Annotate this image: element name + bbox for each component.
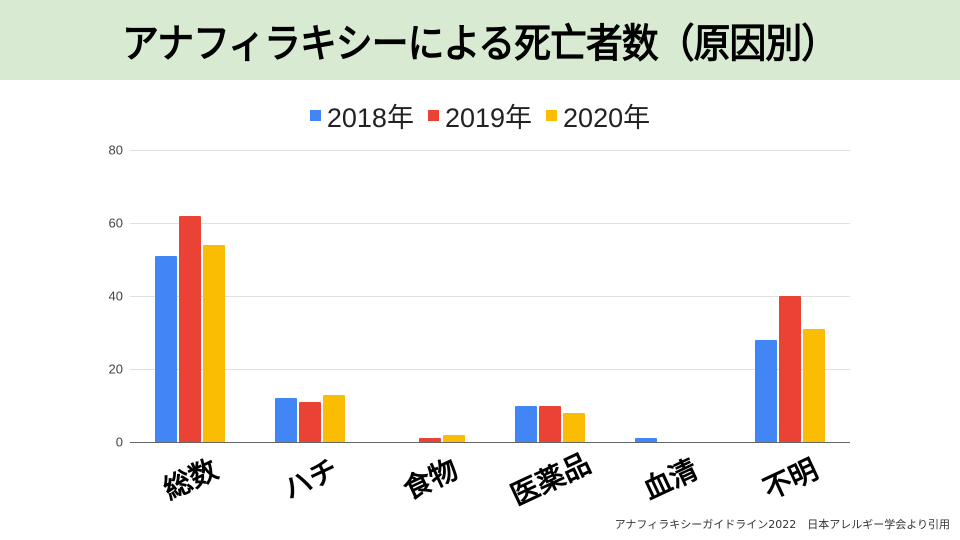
legend-swatch-icon (309, 110, 321, 121)
bar (155, 255, 177, 442)
bar (515, 405, 537, 442)
gridline (130, 223, 850, 224)
bar (275, 398, 297, 442)
bar (779, 296, 801, 442)
bar (299, 401, 321, 442)
gridline (130, 296, 850, 297)
bar (635, 438, 657, 442)
bar (563, 412, 585, 442)
x-tick-label: ハチ (278, 452, 343, 507)
legend-label: 2019年 (444, 103, 533, 133)
legend-item: 2019年 (427, 96, 533, 135)
bar (179, 215, 201, 442)
page-title: アナフィラキシーによる死亡者数（原因別） (122, 21, 838, 67)
gridline (130, 150, 850, 151)
plot-area (130, 150, 850, 443)
bar (443, 434, 465, 442)
chart-legend: 2018年 2019年 2020年 (0, 96, 960, 135)
x-tick-label: 食物 (398, 452, 463, 507)
legend-swatch-icon (546, 110, 558, 121)
y-tick-label: 0 (115, 434, 123, 450)
x-tick-label: 血清 (638, 452, 703, 507)
bar (539, 405, 561, 442)
bar (419, 438, 441, 442)
x-tick-label: 医薬品 (505, 446, 596, 513)
title-bar: アナフィラキシーによる死亡者数（原因別） (0, 0, 960, 80)
bar (323, 394, 345, 442)
y-tick-label: 40 (108, 288, 123, 304)
legend-item: 2018年 (309, 96, 414, 135)
x-tick-label: 総数 (158, 452, 223, 507)
bar (803, 328, 825, 442)
x-tick-label: 不明 (758, 452, 823, 507)
legend-swatch-icon (427, 110, 439, 121)
legend-label: 2020年 (563, 103, 651, 133)
gridline (130, 369, 850, 370)
bar (755, 339, 777, 442)
x-axis-line (130, 442, 850, 443)
y-tick-label: 20 (108, 361, 123, 377)
source-citation: アナフィラキシーガイドライン2022 日本アレルギー学会より引用 (614, 518, 950, 531)
y-tick-label: 60 (108, 215, 123, 231)
bar (203, 244, 225, 442)
legend-item: 2020年 (546, 96, 650, 135)
legend-label: 2018年 (326, 103, 414, 133)
y-tick-label: 80 (108, 142, 123, 158)
